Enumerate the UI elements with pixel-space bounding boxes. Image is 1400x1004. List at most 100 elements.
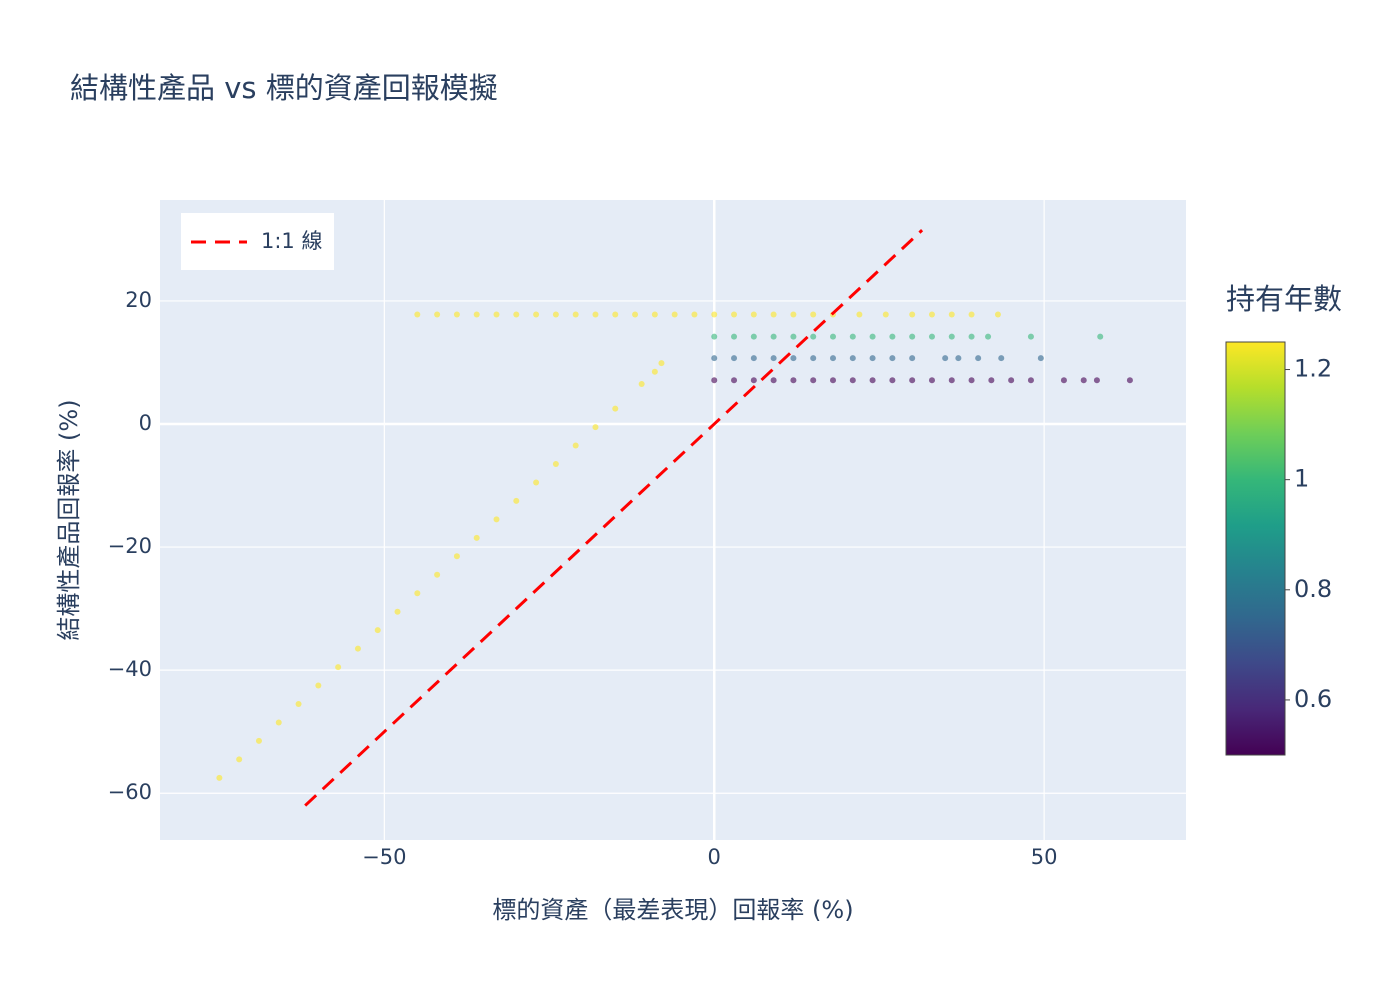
x-tick-label: 50 [1031, 845, 1058, 869]
point [909, 311, 916, 318]
y-tick-label: 20 [125, 288, 152, 312]
point [592, 311, 599, 318]
point [909, 355, 916, 362]
point [632, 311, 639, 318]
point [790, 333, 797, 340]
point [1126, 377, 1133, 384]
point [414, 590, 421, 597]
colorbar-title: 持有年數 [1226, 282, 1342, 316]
point [592, 424, 599, 431]
y-tick-label: 0 [139, 411, 152, 435]
y-axis-title: 結構性產品回報率 (%) [55, 399, 83, 640]
point [731, 333, 738, 340]
point [493, 516, 500, 523]
point [711, 355, 718, 362]
point [948, 377, 955, 384]
point [849, 377, 856, 384]
point [1060, 377, 1067, 384]
point [889, 333, 896, 340]
point [750, 311, 757, 318]
point [909, 377, 916, 384]
point [651, 311, 658, 318]
point [295, 701, 302, 707]
colorbar-tick-label: 0.8 [1294, 575, 1332, 603]
point [236, 756, 243, 763]
point [770, 355, 777, 362]
grid [160, 200, 1186, 840]
colorbar [1225, 341, 1286, 756]
point [513, 311, 520, 318]
x-tick-label: 0 [708, 845, 721, 869]
point [651, 368, 658, 375]
x-axis-title: 標的資產（最差表現）回報率 (%) [492, 896, 853, 924]
point [1037, 355, 1044, 362]
point [473, 311, 480, 318]
point [552, 461, 559, 467]
y-tick-label: −60 [108, 780, 152, 804]
point [414, 311, 421, 318]
point [612, 405, 619, 412]
point [711, 377, 718, 384]
point [1027, 333, 1034, 340]
point [255, 737, 262, 744]
legend-box [181, 213, 334, 270]
chart-title: 結構性產品 vs 標的資產回報模擬 [70, 71, 498, 105]
point [968, 311, 975, 318]
point [434, 311, 441, 318]
point [790, 311, 797, 318]
point [731, 377, 738, 384]
point [790, 377, 797, 384]
point [975, 355, 982, 362]
point [216, 774, 223, 781]
point [810, 377, 817, 384]
point [453, 311, 460, 318]
point [830, 333, 837, 340]
point [658, 360, 665, 367]
point [434, 571, 441, 578]
point [856, 311, 863, 318]
point [994, 311, 1001, 318]
point [612, 311, 619, 318]
y-tick-label: −20 [108, 534, 152, 558]
point [968, 377, 975, 384]
point [948, 333, 955, 340]
y-tick-label: −40 [108, 657, 152, 681]
point [552, 311, 559, 318]
point [968, 333, 975, 340]
point [1008, 377, 1015, 384]
point [533, 479, 540, 486]
point [948, 311, 955, 318]
point [374, 627, 381, 634]
point [928, 333, 935, 340]
point [770, 377, 777, 384]
point [849, 355, 856, 362]
x-tick-label: −50 [362, 845, 406, 869]
point [849, 333, 856, 340]
point [671, 311, 678, 318]
point [1093, 377, 1100, 384]
point [453, 553, 460, 560]
point [533, 311, 540, 318]
point [750, 333, 757, 340]
point [955, 355, 962, 362]
point [473, 534, 480, 541]
point [315, 682, 322, 689]
point [869, 377, 876, 384]
point [830, 355, 837, 362]
point [928, 377, 935, 384]
point [1080, 377, 1087, 384]
point [354, 645, 361, 652]
point [928, 311, 935, 318]
point [1027, 377, 1034, 384]
point [942, 355, 949, 362]
point [882, 311, 889, 318]
point [691, 311, 698, 318]
colorbar-tick-label: 1 [1294, 465, 1309, 493]
point [711, 311, 718, 318]
point [731, 355, 738, 362]
marks [216, 229, 1133, 807]
point [889, 377, 896, 384]
point [335, 664, 342, 671]
point [889, 355, 896, 362]
